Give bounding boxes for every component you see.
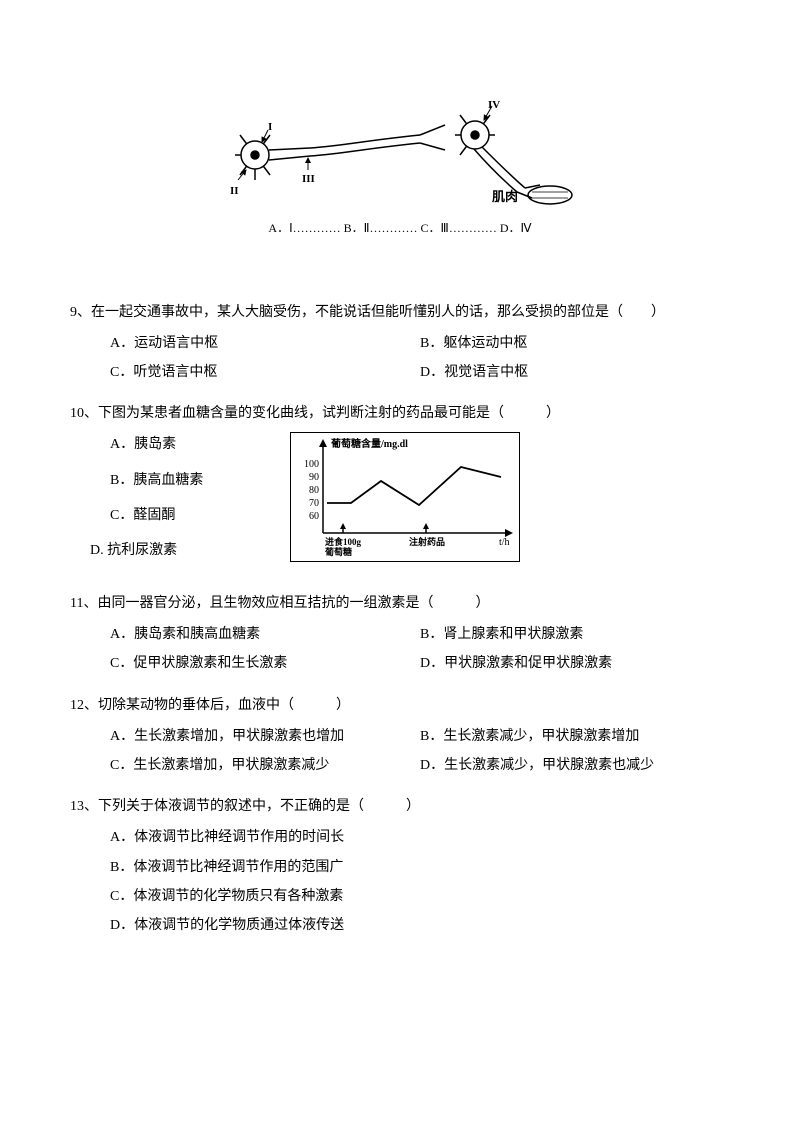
label-I: I [268, 118, 272, 138]
q10-text: 10、下图为某患者血糖含量的变化曲线，试判断注射的药品最可能是（ ） [70, 401, 730, 426]
question-9: 9、在一起交通事故中，某人大脑受伤，不能说话但能听懂别人的话，那么受损的部位是（… [70, 300, 730, 390]
opt-A: A．Ⅰ [268, 221, 292, 235]
q9-text: 9、在一起交通事故中，某人大脑受伤，不能说话但能听懂别人的话，那么受损的部位是（… [70, 300, 730, 325]
q9-opt-b: B．躯体运动中枢 [420, 331, 730, 356]
q10-opt-d: D. 抗利尿激素 [90, 538, 270, 563]
opt-C: C．Ⅲ [421, 221, 449, 235]
q11-text: 11、由同一器官分泌，且生物效应相互拮抗的一组激素是（ ） [70, 591, 730, 616]
q11-opt-c: C．促甲状腺激素和生长激素 [110, 651, 420, 676]
q13-text: 13、下列关于体液调节的叙述中，不正确的是（ ） [70, 794, 730, 819]
svg-text:90: 90 [309, 472, 319, 483]
q11-opt-d: D．甲状腺激素和促甲状腺激素 [420, 651, 730, 676]
chart-xlabel: t/h [499, 537, 510, 548]
q13-opt-a: A．体液调节比神经调节作用的时间长 [110, 825, 730, 850]
svg-text:进食100g: 进食100g [325, 536, 362, 547]
question-12: 12、切除某动物的垂体后，血液中（ ） A．生长激素增加，甲状腺激素也增加 B．… [70, 693, 730, 783]
svg-text:80: 80 [309, 485, 319, 496]
chart-ylabel: 葡萄糖含量/mg.dl [330, 437, 408, 450]
svg-text:60: 60 [309, 511, 319, 522]
svg-text:注射药品: 注射药品 [409, 536, 445, 547]
q9-opt-d: D．视觉语言中枢 [420, 360, 730, 385]
q12-opt-b: B．生长激素减少，甲状腺激素增加 [420, 724, 730, 749]
label-IV: IV [488, 96, 500, 116]
diagram-options-row: A．Ⅰ………… B．Ⅱ………… C．Ⅲ………… D．Ⅳ [70, 218, 730, 240]
opt-D: D．Ⅳ [500, 221, 532, 235]
opt-B: B．Ⅱ [344, 221, 370, 235]
question-11: 11、由同一器官分泌，且生物效应相互拮抗的一组激素是（ ） A．胰岛素和胰高血糖… [70, 591, 730, 681]
q13-opt-b: B．体液调节比神经调节作用的范围广 [110, 855, 730, 880]
label-II: II [230, 182, 239, 202]
label-III: III [302, 170, 315, 190]
q13-opt-c: C．体液调节的化学物质只有各种激素 [110, 884, 730, 909]
q10-opt-c: C．醛固酮 [110, 503, 270, 528]
svg-text:70: 70 [309, 498, 319, 509]
question-10: 10、下图为某患者血糖含量的变化曲线，试判断注射的药品最可能是（ ） A．胰岛素… [70, 401, 730, 573]
q11-opt-b: B．肾上腺素和甲状腺激素 [420, 622, 730, 647]
q13-opt-d: D．体液调节的化学物质通过体液传送 [110, 913, 730, 938]
q12-opt-d: D．生长激素减少，甲状腺激素也减少 [420, 753, 730, 778]
neuron-diagram: I II III IV 肌肉 [220, 100, 580, 210]
q10-opt-a: A．胰岛素 [110, 432, 270, 457]
q10-opt-b: B．胰高血糖素 [110, 468, 270, 493]
q9-opt-a: A．运动语言中枢 [110, 331, 420, 356]
q12-opt-a: A．生长激素增加，甲状腺激素也增加 [110, 724, 420, 749]
svg-text:100: 100 [304, 459, 319, 470]
q11-opt-a: A．胰岛素和胰高血糖素 [110, 622, 420, 647]
q12-opt-c: C．生长激素增加，甲状腺激素减少 [110, 753, 420, 778]
svg-text:葡萄糖: 葡萄糖 [324, 546, 352, 557]
label-muscle: 肌肉 [492, 185, 518, 208]
question-13: 13、下列关于体液调节的叙述中，不正确的是（ ） A．体液调节比神经调节作用的时… [70, 794, 730, 938]
q9-opt-c: C．听觉语言中枢 [110, 360, 420, 385]
blood-sugar-chart: 100 90 80 70 60 葡萄糖含量/mg.dl t/h 进食100g 葡… [290, 432, 520, 562]
q12-text: 12、切除某动物的垂体后，血液中（ ） [70, 693, 730, 718]
